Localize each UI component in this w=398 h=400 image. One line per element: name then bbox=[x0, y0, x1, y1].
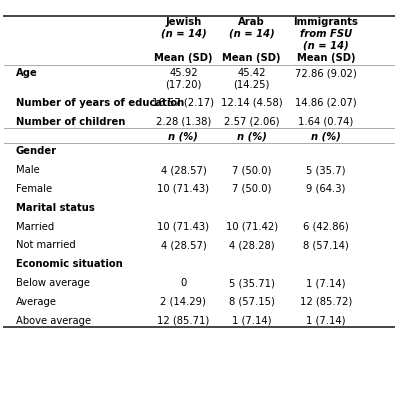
Text: 1 (7.14): 1 (7.14) bbox=[306, 316, 345, 326]
Text: 1.64 (0.74): 1.64 (0.74) bbox=[298, 116, 353, 126]
Text: Above average: Above average bbox=[16, 316, 91, 326]
Text: Not married: Not married bbox=[16, 240, 76, 250]
Text: 2 (14.29): 2 (14.29) bbox=[160, 297, 206, 307]
Text: 8 (57.14): 8 (57.14) bbox=[303, 240, 349, 250]
Text: 5 (35.71): 5 (35.71) bbox=[229, 278, 275, 288]
Text: Male: Male bbox=[16, 165, 39, 175]
Text: 7 (50.0): 7 (50.0) bbox=[232, 184, 271, 194]
Text: Female: Female bbox=[16, 184, 52, 194]
Text: from FSU: from FSU bbox=[300, 29, 352, 39]
Text: 1 (7.14): 1 (7.14) bbox=[306, 278, 345, 288]
Text: 5 (35.7): 5 (35.7) bbox=[306, 165, 345, 175]
Text: Mean (SD): Mean (SD) bbox=[154, 53, 213, 63]
Text: Number of children: Number of children bbox=[16, 116, 125, 126]
Text: (n = 14): (n = 14) bbox=[229, 29, 275, 39]
Text: Marital status: Marital status bbox=[16, 203, 94, 213]
Text: Economic situation: Economic situation bbox=[16, 259, 123, 269]
Text: Below average: Below average bbox=[16, 278, 90, 288]
Text: n (%): n (%) bbox=[168, 132, 198, 142]
Text: Gender: Gender bbox=[16, 146, 57, 156]
Text: Arab: Arab bbox=[238, 17, 265, 27]
Text: 45.92
(17.20): 45.92 (17.20) bbox=[165, 68, 201, 90]
Text: 4 (28.57): 4 (28.57) bbox=[160, 240, 206, 250]
Text: 0: 0 bbox=[180, 278, 187, 288]
Text: 12 (85.71): 12 (85.71) bbox=[157, 316, 209, 326]
Text: 10 (71.42): 10 (71.42) bbox=[226, 222, 278, 232]
Text: 10 (71.43): 10 (71.43) bbox=[157, 222, 209, 232]
Text: Average: Average bbox=[16, 297, 57, 307]
Text: 12 (85.72): 12 (85.72) bbox=[300, 297, 352, 307]
Text: 14.86 (2.07): 14.86 (2.07) bbox=[295, 98, 357, 108]
Text: 8 (57.15): 8 (57.15) bbox=[229, 297, 275, 307]
Text: Married: Married bbox=[16, 222, 54, 232]
Text: 2.57 (2.06): 2.57 (2.06) bbox=[224, 116, 279, 126]
Text: Jewish: Jewish bbox=[165, 17, 201, 27]
Text: (n = 14): (n = 14) bbox=[160, 29, 206, 39]
Text: 10 (71.43): 10 (71.43) bbox=[157, 184, 209, 194]
Text: 72.86 (9.02): 72.86 (9.02) bbox=[295, 68, 357, 78]
Text: n (%): n (%) bbox=[237, 132, 267, 142]
Text: 4 (28.28): 4 (28.28) bbox=[229, 240, 275, 250]
Text: Number of years of education: Number of years of education bbox=[16, 98, 184, 108]
Text: 4 (28.57): 4 (28.57) bbox=[160, 165, 206, 175]
Text: 2.28 (1.38): 2.28 (1.38) bbox=[156, 116, 211, 126]
Text: 12.14 (4.58): 12.14 (4.58) bbox=[221, 98, 283, 108]
Text: (n = 14): (n = 14) bbox=[303, 40, 349, 50]
Text: 9 (64.3): 9 (64.3) bbox=[306, 184, 345, 194]
Text: 16.57 (2.17): 16.57 (2.17) bbox=[152, 98, 215, 108]
Text: 6 (42.86): 6 (42.86) bbox=[303, 222, 349, 232]
Text: n (%): n (%) bbox=[311, 132, 341, 142]
Text: Mean (SD): Mean (SD) bbox=[297, 53, 355, 63]
Text: Immigrants: Immigrants bbox=[293, 17, 358, 27]
Text: Age: Age bbox=[16, 68, 37, 78]
Text: 45.42
(14.25): 45.42 (14.25) bbox=[234, 68, 270, 90]
Text: 1 (7.14): 1 (7.14) bbox=[232, 316, 271, 326]
Text: Mean (SD): Mean (SD) bbox=[222, 53, 281, 63]
Text: 7 (50.0): 7 (50.0) bbox=[232, 165, 271, 175]
